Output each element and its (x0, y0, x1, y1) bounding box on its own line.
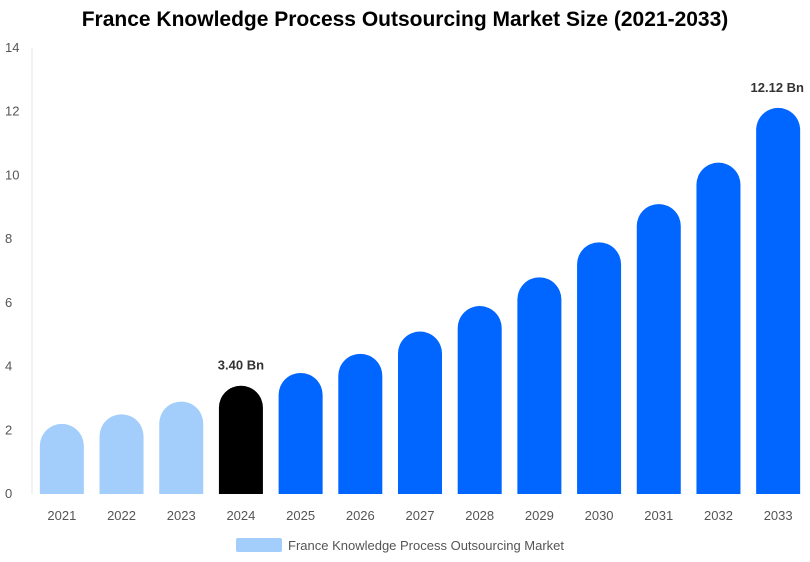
y-axis: 0 2 4 6 8 10 12 14 (5, 40, 33, 501)
bar-2030 (577, 242, 622, 494)
x-tick-label: 2030 (585, 508, 614, 523)
bar-2029 (517, 277, 562, 494)
bar-2023 (159, 401, 204, 494)
bar-2026 (338, 353, 383, 494)
y-tick-label: 0 (5, 486, 12, 501)
legend-label: France Knowledge Process Outsourcing Mar… (288, 537, 565, 553)
bar-2022 (99, 414, 144, 494)
data-labels: 2021 2022 2023 2024 2025 2026 2027 2028 2029 2030… (47, 80, 804, 523)
bars (39, 107, 801, 495)
y-tick-label: 6 (5, 295, 12, 310)
x-tick-label: 2021 (47, 508, 76, 523)
x-tick-label: 2032 (704, 508, 733, 523)
x-tick-label: 2027 (406, 508, 435, 523)
x-tick-label: 2024 (226, 508, 255, 523)
legend: France Knowledge Process Outsourcing Mar… (236, 536, 564, 554)
bar-2032 (696, 162, 741, 494)
bar-2033 (756, 107, 801, 495)
x-tick-label: 2025 (286, 508, 315, 523)
bar-2024 (218, 385, 263, 494)
bar-2031 (636, 204, 681, 494)
y-tick-label: 12 (5, 104, 19, 119)
y-tick-label: 2 (5, 422, 12, 437)
x-tick-label: 2028 (465, 508, 494, 523)
bar-2025 (278, 372, 323, 494)
x-tick-label: 2033 (764, 508, 793, 523)
bar-2027 (398, 331, 442, 494)
x-tick-label: 2022 (107, 508, 136, 523)
data-label-2033: 12.12 Bn (751, 80, 805, 95)
y-tick-label: 4 (5, 359, 12, 374)
y-tick-label: 14 (5, 40, 19, 55)
y-tick-label: 8 (5, 231, 12, 246)
y-tick-label: 10 (5, 167, 19, 182)
legend-swatch (236, 538, 282, 552)
x-tick-label: 2026 (346, 508, 375, 523)
bar-2028 (457, 306, 502, 494)
data-label-2024: 3.40 Bn (218, 358, 264, 373)
bar-2021 (39, 423, 84, 494)
x-tick-label: 2029 (525, 508, 554, 523)
x-tick-label: 2023 (167, 508, 196, 523)
chart-title: France Knowledge Process Outsourcing Mar… (81, 8, 729, 31)
x-tick-label: 2031 (644, 508, 673, 523)
